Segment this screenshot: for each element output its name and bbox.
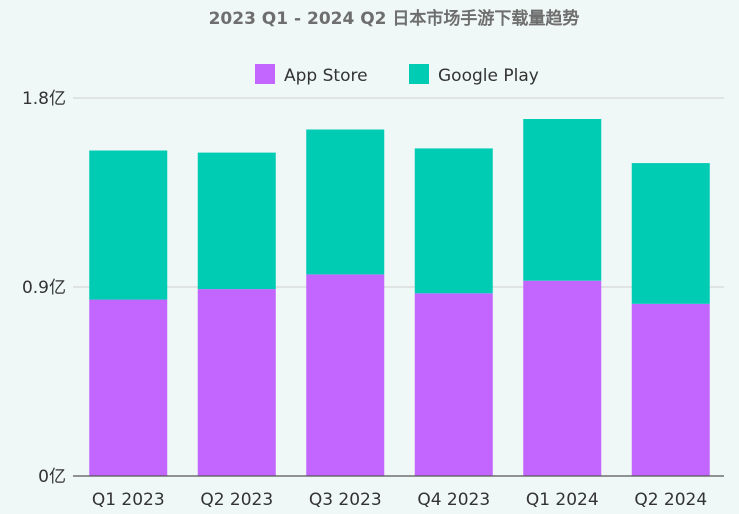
bars [89, 119, 710, 476]
bar-app-store-q1-2023 [89, 299, 168, 476]
bar-google-play-q2-2023 [197, 152, 276, 290]
x-tick-label: Q2 2024 [634, 490, 707, 510]
bar-app-store-q2-2023 [197, 289, 276, 476]
x-tick-label: Q1 2024 [526, 490, 599, 510]
bar-google-play-q1-2024 [523, 119, 602, 281]
bar-google-play-q2-2024 [631, 163, 710, 304]
x-tick-label: Q3 2023 [309, 490, 382, 510]
gridlines [73, 97, 724, 288]
x-tick-label: Q2 2023 [200, 490, 273, 510]
legend-label-google-play: Google Play [438, 66, 539, 86]
y-tick-label: 0亿 [38, 467, 66, 487]
chart-title: 2023 Q1 - 2024 Q2 日本市场手游下载量趋势 [209, 8, 580, 29]
y-tick-label: 0.9亿 [22, 278, 66, 298]
bar-google-play-q1-2023 [89, 150, 168, 300]
y-tick-label: 1.8亿 [22, 89, 66, 109]
legend-label-app-store: App Store [284, 66, 368, 86]
legend-swatch-app-store [255, 64, 275, 84]
legend-swatch-google-play [409, 64, 429, 84]
y-axis-ticks: 0亿 0.9亿 1.8亿 [22, 89, 66, 487]
bar-app-store-q3-2023 [306, 274, 385, 476]
bar-app-store-q4-2023 [414, 293, 493, 476]
bar-google-play-q4-2023 [414, 148, 493, 294]
x-tick-label: Q1 2023 [92, 490, 165, 510]
bar-google-play-q3-2023 [306, 129, 385, 275]
bar-app-store-q2-2024 [631, 303, 710, 476]
x-tick-label: Q4 2023 [417, 490, 490, 510]
legend: App Store Google Play [255, 64, 539, 86]
bar-app-store-q1-2024 [523, 280, 602, 476]
x-axis-ticks: Q1 2023 Q2 2023 Q3 2023 Q4 2023 Q1 2024 Q2 20… [92, 490, 707, 510]
